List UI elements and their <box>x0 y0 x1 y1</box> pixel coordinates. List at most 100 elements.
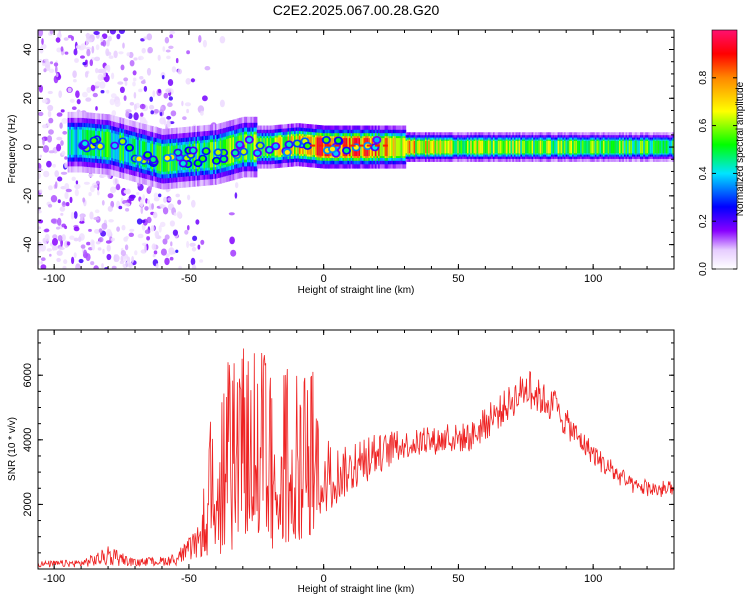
spectral-ridge-mark <box>108 132 111 158</box>
spectral-noise-mark <box>123 236 128 242</box>
snr-x-tick-label: -50 <box>181 573 197 585</box>
spectral-noise-mark <box>79 220 85 224</box>
spectral-noise-mark <box>47 122 51 127</box>
spectral-noise-mark <box>175 193 180 198</box>
spectral-noise-mark <box>43 170 50 178</box>
spectral-ridge-mark <box>614 140 617 154</box>
spectral-noise-mark <box>110 93 117 99</box>
spectral-noise-mark <box>166 115 172 120</box>
spectral-noise-mark <box>109 30 116 35</box>
spectral-noise-mark <box>107 193 114 199</box>
spectral-blob-core-mark <box>190 148 196 153</box>
spectral-ridge-mark <box>525 140 528 154</box>
spectral-noise-mark <box>153 197 160 202</box>
spectral-noise-mark <box>158 193 162 198</box>
spectral-ridge-mark <box>547 140 551 154</box>
spectral-noise-mark <box>57 217 62 226</box>
spectral-ridge-mark <box>588 140 591 154</box>
spectral-noise-mark <box>169 220 175 227</box>
spectral-noise-mark <box>124 202 131 207</box>
x-tick-label: 50 <box>452 273 464 285</box>
spectral-ridge-mark <box>104 131 107 157</box>
spectral-ridge-mark <box>250 134 253 160</box>
spectral-noise-mark <box>219 36 226 44</box>
spectral-noise-mark <box>56 226 60 230</box>
spectral-noise-mark <box>98 236 104 243</box>
spectral-ridge-mark <box>656 140 659 154</box>
spectral-ridge-mark <box>526 140 530 154</box>
spectral-ridge-mark <box>323 138 326 156</box>
spectral-ridge-mark <box>142 141 145 167</box>
spectral-noise-mark <box>106 51 112 56</box>
colorbar: 0.0 0.2 0.4 0.6 0.8 Normalized spectral ampl… <box>698 29 746 276</box>
spectral-ridge-mark <box>607 140 610 154</box>
spectral-noise-mark <box>90 239 95 247</box>
spectral-noise-mark <box>42 124 48 129</box>
spectral-noise-mark <box>117 81 124 85</box>
spectral-noise-mark <box>56 112 63 117</box>
spectral-noise-mark <box>162 207 169 215</box>
spectral-noise-mark <box>88 228 92 232</box>
spectral-ridge-mark <box>641 140 644 154</box>
spectral-noise-mark <box>175 249 179 253</box>
spectral-noise-mark <box>71 106 77 110</box>
spectral-noise-mark <box>82 197 86 203</box>
spectral-blob-core-mark <box>145 152 151 158</box>
spectral-noise-mark <box>228 212 235 216</box>
spectral-noise-mark <box>73 226 80 232</box>
spectral-ridge-mark <box>492 140 496 154</box>
spectral-ridge-mark <box>349 138 352 157</box>
spectral-noise-mark <box>55 37 61 43</box>
spectral-peak-mark <box>334 144 340 147</box>
spectral-noise-mark <box>85 38 89 46</box>
spectral-noise-mark <box>75 263 81 269</box>
spectral-noise-mark <box>229 236 235 245</box>
spectral-ridge-mark <box>420 140 423 154</box>
spectral-ridge-mark <box>489 140 492 154</box>
spectral-noise-mark <box>140 112 144 117</box>
spectral-noise-mark <box>163 196 167 203</box>
spectrogram-ylabel: Frequency (Hz) <box>7 115 18 184</box>
spectral-blob-core-mark <box>97 143 103 149</box>
spectral-ridge-mark <box>518 140 521 154</box>
spectral-ridge-mark <box>460 140 463 154</box>
spectral-ridge-mark <box>361 138 365 157</box>
spectral-ridge-mark <box>604 140 607 154</box>
spectral-noise-mark <box>122 263 127 268</box>
spectral-ridge-mark <box>581 140 584 154</box>
spectral-noise-mark <box>111 237 115 242</box>
spectral-noise-mark <box>150 225 155 232</box>
spectral-ridge-mark <box>505 140 508 154</box>
spectral-noise-mark <box>44 228 50 232</box>
spectral-noise-mark <box>38 209 42 214</box>
spectral-ridge-mark <box>321 137 324 156</box>
spectral-noise-mark <box>41 43 47 50</box>
spectral-ridge-mark <box>635 140 638 154</box>
spectral-noise-mark <box>186 50 191 55</box>
spectral-ridge-mark <box>627 140 630 154</box>
spectral-noise-mark <box>171 66 177 73</box>
spectral-noise-mark <box>165 88 172 93</box>
spectral-noise-mark <box>144 244 147 253</box>
spectral-noise-mark <box>48 204 53 208</box>
spectral-noise-mark <box>67 87 72 93</box>
spectral-noise-mark <box>49 61 54 65</box>
spectral-noise-mark <box>64 183 70 190</box>
spectral-ridge-mark <box>340 138 344 157</box>
spectral-noise-mark <box>38 111 44 117</box>
spectral-ridge-mark <box>583 140 586 154</box>
spectral-noise-mark <box>164 36 170 44</box>
spectral-noise-mark <box>57 235 63 242</box>
spectral-noise-mark <box>106 253 112 261</box>
spectral-noise-mark <box>140 219 146 223</box>
spectral-ridge-mark <box>211 142 214 168</box>
spectral-blob-core-mark <box>257 143 263 149</box>
spectral-noise-mark <box>88 173 94 177</box>
spectral-noise-mark <box>60 212 64 216</box>
spectrogram-marks <box>38 30 674 269</box>
spectral-noise-mark <box>101 222 108 230</box>
spectral-ridge-mark <box>446 140 449 154</box>
spectral-noise-mark <box>38 172 41 180</box>
spectral-noise-mark <box>118 30 125 34</box>
